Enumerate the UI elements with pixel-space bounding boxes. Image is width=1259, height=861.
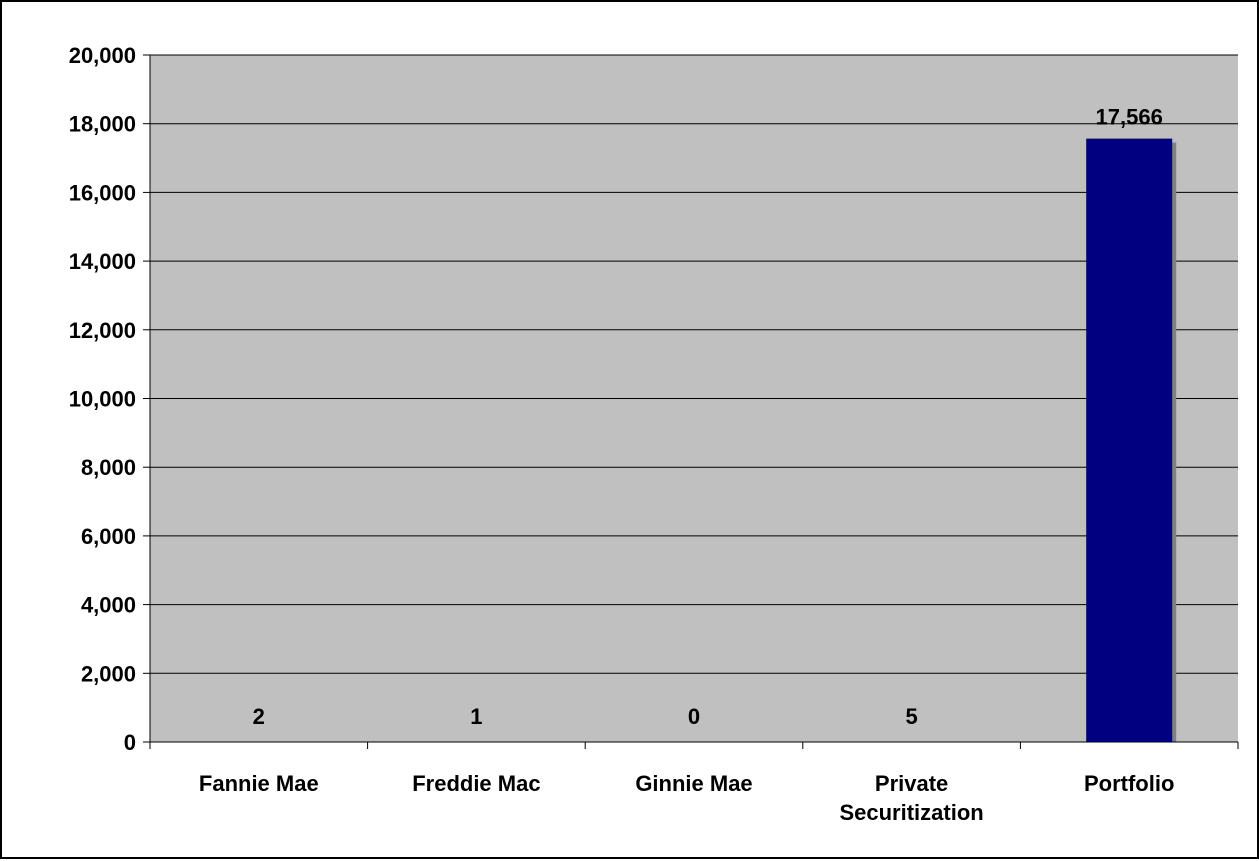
y-tick-label: 12,000 (69, 318, 136, 343)
y-axis-tick-labels: 0 2,000 4,000 6,000 8,000 10,000 12,000 14,000 1… (69, 43, 136, 755)
y-tick-label: 18,000 (69, 112, 136, 137)
data-label: 17,566 (1096, 105, 1163, 130)
x-category-label: Private Securitization (839, 771, 983, 825)
x-category-label-line: Freddie Mac (412, 771, 540, 796)
y-tick-label: 20,000 (69, 43, 136, 68)
y-tick-label: 10,000 (69, 387, 136, 412)
data-label: 2 (253, 704, 265, 729)
x-category-label-line: Private (875, 771, 948, 796)
x-axis-category-labels: Fannie Mae Freddie Mac Ginnie Mae Private Se… (199, 771, 1175, 825)
data-labels: 2 1 0 5 17,566 (253, 105, 1163, 729)
y-tick-label: 8,000 (81, 455, 136, 480)
y-tick-label: 2,000 (81, 661, 136, 686)
gridlines (150, 54, 1238, 674)
x-category-label: Ginnie Mae (635, 771, 752, 796)
axes (143, 54, 1239, 749)
bars (1086, 138, 1177, 742)
y-tick-label: 4,000 (81, 593, 136, 618)
data-label: 5 (905, 704, 917, 729)
bar (1086, 138, 1173, 742)
x-category-label-line: Fannie Mae (199, 771, 319, 796)
data-label: 0 (688, 704, 700, 729)
x-category-label-line: Securitization (839, 800, 983, 825)
data-label: 1 (470, 704, 482, 729)
x-category-label-line: Portfolio (1084, 771, 1174, 796)
x-category-label-line: Ginnie Mae (635, 771, 752, 796)
y-tick-label: 16,000 (69, 180, 136, 205)
y-tick-label: 6,000 (81, 524, 136, 549)
y-tick-label: 14,000 (69, 249, 136, 274)
x-category-label: Fannie Mae (199, 771, 319, 796)
y-tick-label: 0 (124, 730, 136, 755)
x-category-label: Portfolio (1084, 771, 1174, 796)
x-category-label: Freddie Mac (412, 771, 540, 796)
